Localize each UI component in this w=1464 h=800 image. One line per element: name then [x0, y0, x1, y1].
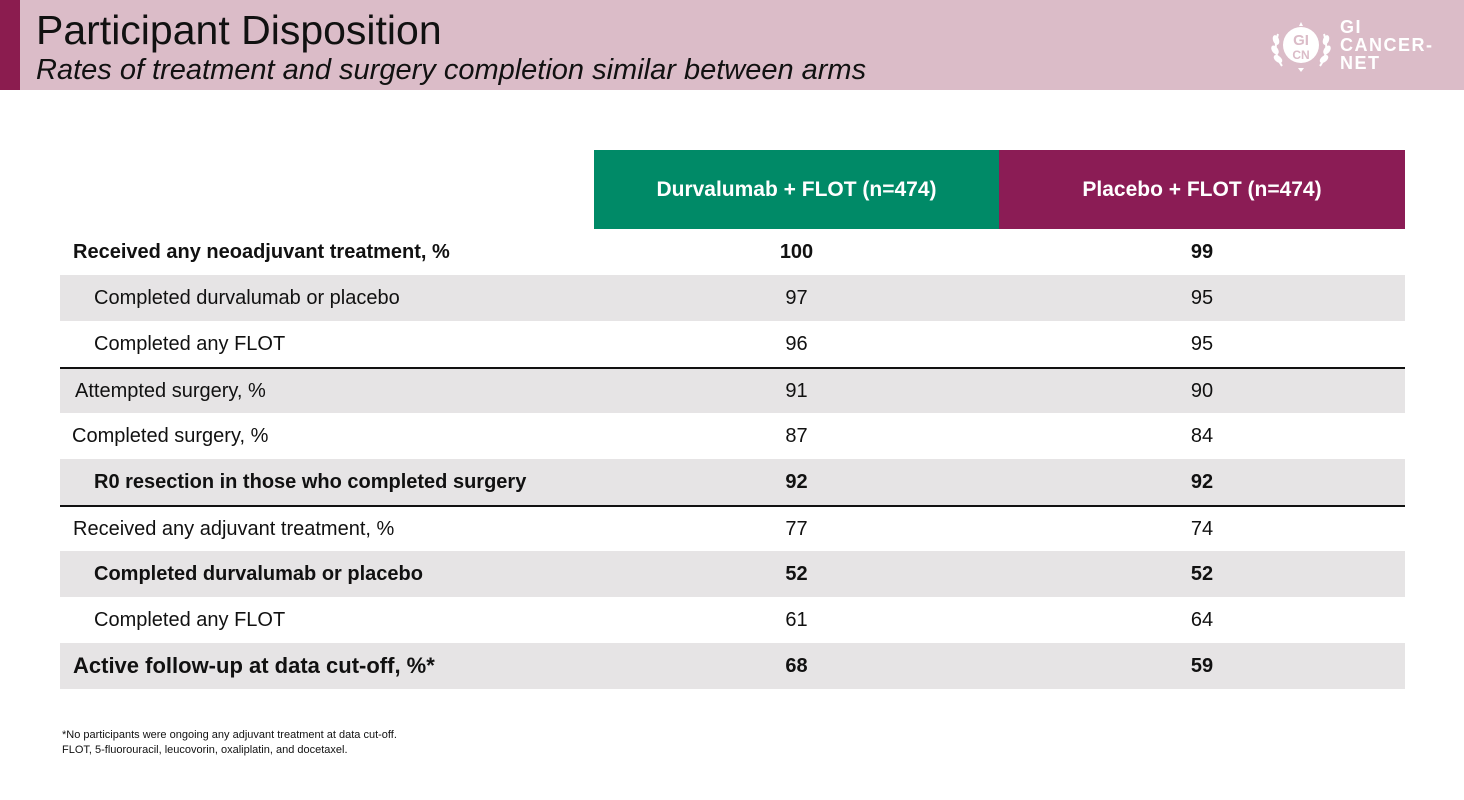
row-label: R0 resection in those who completed surg…: [94, 470, 527, 493]
row-label: Completed durvalumab or placebo: [94, 286, 400, 309]
table-row: Completed durvalumab or placebo 52 52: [60, 551, 1405, 597]
page-title: Participant Disposition: [36, 7, 442, 53]
row-label: Completed durvalumab or placebo: [94, 562, 423, 585]
footnotes: *No participants were ongoing any adjuva…: [62, 728, 397, 758]
logo-line: NET: [1340, 53, 1381, 73]
row-label: Attempted surgery, %: [75, 379, 266, 402]
footnote: FLOT, 5-fluorouracil, leucovorin, oxalip…: [62, 744, 348, 756]
table-row: Completed any FLOT 96 95: [60, 321, 1405, 367]
placebo-value: 64: [1190, 608, 1214, 631]
table-row: Received any adjuvant treatment, % 77 74: [60, 505, 1405, 551]
table-row: Active follow-up at data cut-off, %* 68 …: [60, 643, 1405, 689]
logo-emblem-bottom: CN: [1292, 48, 1309, 62]
header-accent-stripe: [0, 0, 20, 90]
table-row: Completed surgery, % 87 84: [60, 413, 1405, 459]
gicancernet-logo: GI CN GI CANCER- NET: [1268, 14, 1453, 78]
durvalumab-value: 87: [785, 424, 808, 447]
row-label: Completed surgery, %: [72, 424, 269, 447]
table-row: Attempted surgery, % 91 90: [60, 367, 1405, 413]
table-row: Completed durvalumab or placebo 97 95: [60, 275, 1405, 321]
logo-wordmark: GI CANCER- NET: [1340, 18, 1434, 72]
footnote: *No participants were ongoing any adjuva…: [62, 729, 397, 741]
table-row: Completed any FLOT 61 64: [60, 597, 1405, 643]
row-label: Completed any FLOT: [94, 332, 286, 355]
column-header-durvalumab: Durvalumab + FLOT (n=474): [594, 150, 999, 229]
logo-line: CANCER-: [1340, 35, 1434, 55]
durvalumab-value: 91: [785, 379, 808, 402]
row-label: Active follow-up at data cut-off, %*: [73, 653, 435, 678]
placebo-value: 74: [1190, 517, 1214, 540]
header-bar: Participant Disposition Rates of treatme…: [0, 0, 1464, 90]
placebo-value: 84: [1190, 424, 1214, 447]
laurel-emblem-icon: GI CN: [1271, 22, 1331, 72]
placebo-value: 90: [1190, 379, 1214, 402]
row-label: Received any adjuvant treatment, %: [73, 517, 395, 540]
durvalumab-value: 96: [785, 332, 808, 355]
durvalumab-value: 100: [779, 240, 814, 263]
durvalumab-value: 77: [785, 517, 808, 540]
placebo-value: 95: [1190, 332, 1214, 355]
placebo-value: 99: [1190, 240, 1214, 263]
placebo-value: 92: [1190, 470, 1214, 493]
table-row: R0 resection in those who completed surg…: [60, 459, 1405, 505]
logo-line: GI: [1340, 17, 1363, 37]
durvalumab-value: 61: [785, 608, 808, 631]
durvalumab-value: 92: [785, 470, 808, 493]
durvalumab-value: 52: [785, 562, 808, 585]
column-header-placebo: Placebo + FLOT (n=474): [999, 150, 1405, 229]
placebo-value: 52: [1190, 562, 1214, 585]
durvalumab-value: 97: [785, 286, 808, 309]
page-subtitle: Rates of treatment and surgery completio…: [36, 54, 867, 86]
disposition-table: Durvalumab + FLOT (n=474) Placebo + FLOT…: [60, 150, 1405, 689]
durvalumab-value: 68: [785, 654, 808, 677]
logo-emblem-top: GI: [1293, 32, 1309, 49]
row-label: Received any neoadjuvant treatment, %: [73, 240, 450, 263]
table-header: Durvalumab + FLOT (n=474) Placebo + FLOT…: [60, 150, 1405, 229]
placebo-value: 59: [1190, 654, 1214, 677]
table-row: Received any neoadjuvant treatment, % 10…: [60, 229, 1405, 275]
row-label: Completed any FLOT: [94, 608, 286, 631]
placebo-value: 95: [1190, 286, 1214, 309]
